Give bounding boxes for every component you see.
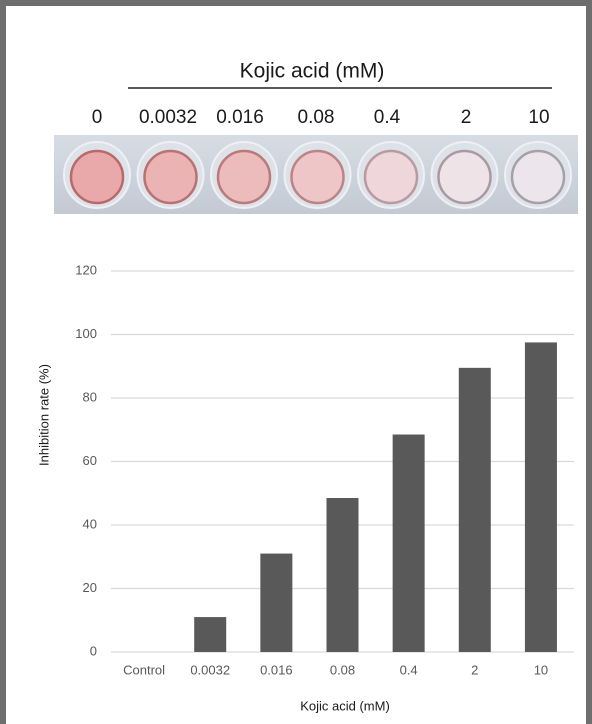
y-tick-label: 40 — [83, 516, 97, 531]
well-content — [510, 149, 566, 205]
plate-label: 0.016 — [216, 107, 264, 128]
y-tick-label: 100 — [75, 326, 97, 341]
bar — [194, 617, 227, 652]
y-axis-title: Inhibition rate (%) — [36, 364, 51, 466]
y-tick-label: 20 — [83, 580, 97, 595]
x-tick-label: 10 — [534, 662, 548, 677]
plate-label: 0 — [92, 107, 103, 128]
well-content — [216, 149, 272, 205]
well-content — [363, 149, 419, 205]
plate-label: 0.08 — [298, 107, 335, 128]
x-axis-title: Kojic acid (mM) — [300, 698, 390, 713]
plate-label: 2 — [461, 107, 472, 128]
bar — [524, 342, 557, 652]
x-tick-label: 0.0032 — [190, 662, 230, 677]
plate-title: Kojic acid (mM) — [240, 60, 385, 83]
x-tick-label: 0.08 — [330, 662, 355, 677]
y-tick-label: 0 — [90, 643, 97, 658]
x-tick-label: 2 — [471, 662, 478, 677]
y-tick-label: 60 — [83, 453, 97, 468]
plate-label: 10 — [528, 107, 549, 128]
y-tick-label: 80 — [83, 389, 97, 404]
y-tick-label: 120 — [75, 262, 97, 277]
bar — [458, 367, 491, 652]
well-content — [437, 149, 492, 205]
bar — [392, 434, 425, 652]
well-content — [143, 149, 198, 205]
x-tick-label: Control — [123, 662, 165, 677]
plate-label: 0.4 — [374, 107, 401, 128]
x-tick-label: 0.016 — [260, 662, 293, 677]
well-content — [290, 149, 345, 205]
x-tick-label: 0.4 — [400, 662, 418, 677]
bar — [260, 553, 293, 652]
plate-label: 0.0032 — [139, 107, 197, 128]
well-content — [69, 149, 125, 205]
bar — [326, 498, 359, 652]
